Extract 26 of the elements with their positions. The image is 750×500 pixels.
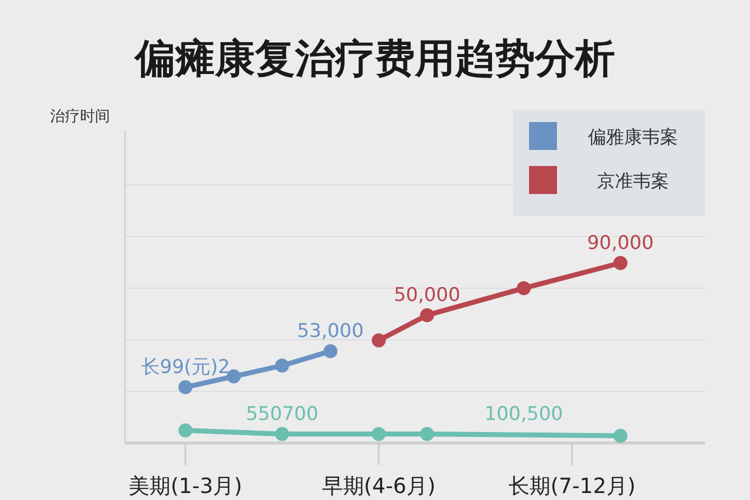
point	[226, 369, 241, 384]
legend-label: 京准韦案	[597, 171, 669, 192]
annotation: 53,000	[297, 320, 364, 342]
x-tick-label: 长期(7-12月)	[508, 474, 636, 498]
text: 治疗时间	[50, 107, 110, 125]
point	[420, 427, 434, 441]
legend-label: 偏雅康韦案	[588, 127, 678, 148]
point	[275, 358, 290, 373]
annotation: 550700	[246, 403, 318, 425]
point	[613, 428, 628, 443]
point	[613, 256, 628, 270]
point	[178, 423, 192, 438]
annotation: 90,000	[587, 232, 654, 254]
annotation: 50,000	[394, 284, 460, 306]
point	[372, 333, 386, 348]
annotation: 长99(元)2	[140, 356, 230, 378]
point	[323, 344, 338, 358]
point	[178, 380, 192, 394]
x-tick-label: 美期(1-3月)	[128, 474, 242, 498]
chart-title: 偏瘫康复治疗费用趋势分析	[133, 36, 615, 82]
annotation: 100,500	[484, 403, 564, 425]
point	[516, 281, 531, 296]
point	[420, 308, 434, 322]
x-tick-label: 早期(4-6月)	[322, 474, 436, 498]
point	[275, 427, 290, 441]
point	[372, 427, 386, 441]
